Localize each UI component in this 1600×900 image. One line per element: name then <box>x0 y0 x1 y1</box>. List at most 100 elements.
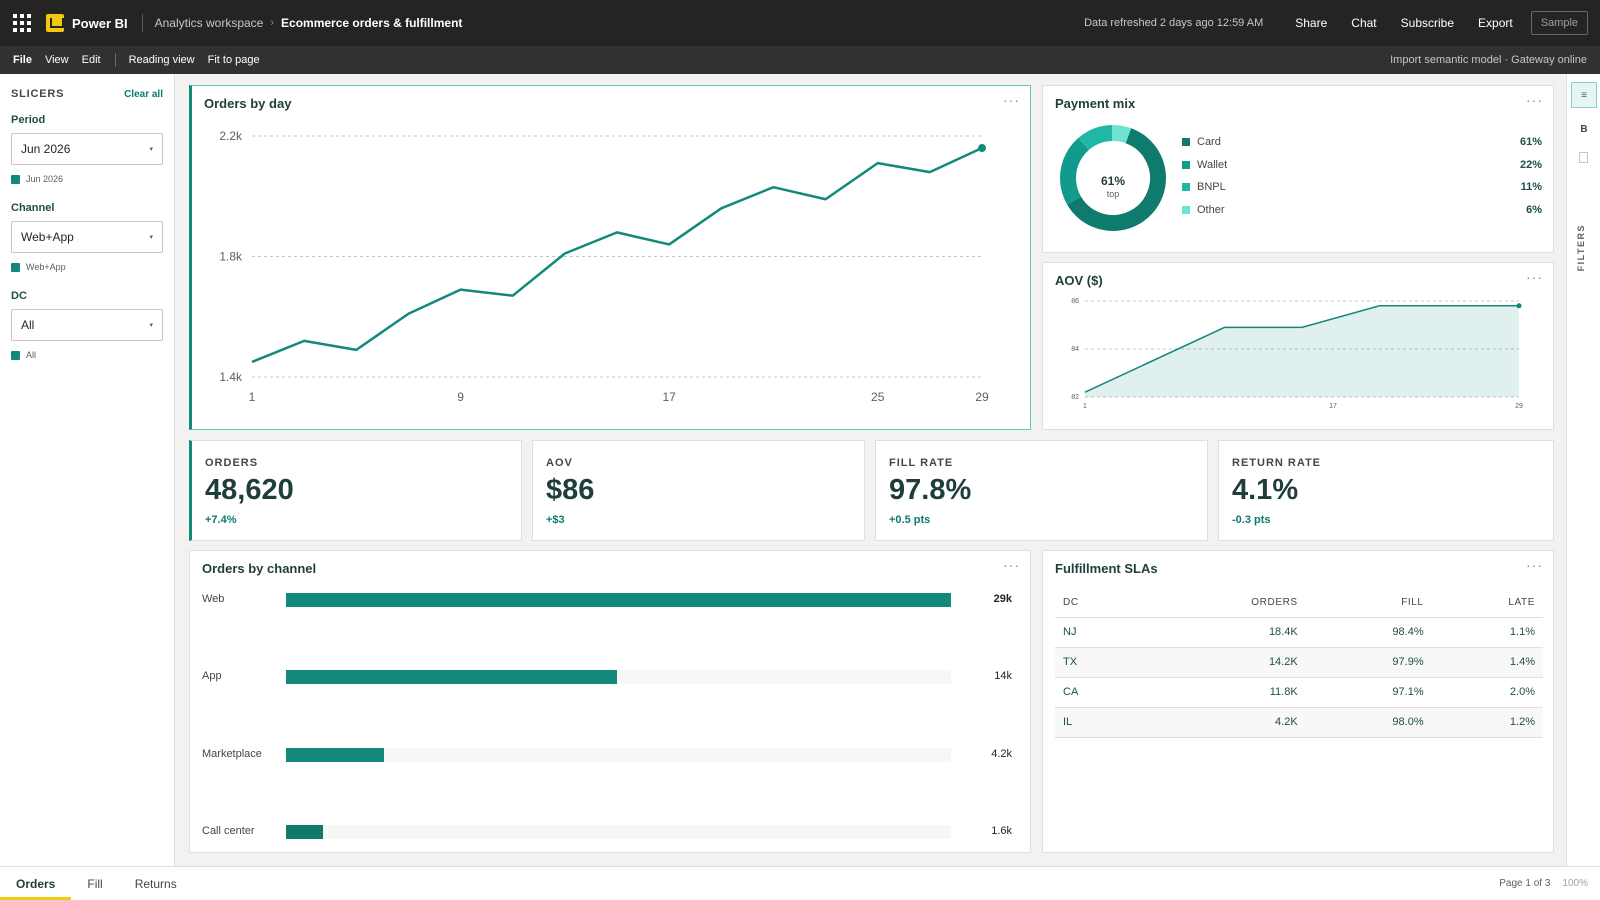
more-options-icon[interactable]: ··· <box>1003 557 1020 573</box>
export-button[interactable]: Export <box>1478 16 1513 30</box>
channel-bar-track <box>286 748 951 762</box>
table-row[interactable]: IL 4.2K 98.0% 1.2% <box>1055 707 1543 738</box>
kpi-value: $86 <box>546 474 595 506</box>
app-launcher-icon[interactable] <box>0 0 44 46</box>
dc-dropdown[interactable]: All ▾ <box>11 309 163 341</box>
legend-label: Card <box>1197 136 1221 148</box>
menu-reading-view[interactable]: Reading view <box>128 54 195 66</box>
legend-label: Other <box>1197 204 1225 216</box>
menu-fit-to-page[interactable]: Fit to page <box>207 54 260 66</box>
menu-file[interactable]: File <box>13 54 32 66</box>
tab-returns[interactable]: Returns <box>134 876 177 891</box>
dc-chip[interactable]: All <box>11 350 163 360</box>
channel-bar-row[interactable]: Marketplace 4.2k <box>202 748 1012 762</box>
menu-view[interactable]: View <box>44 54 69 66</box>
chat-button[interactable]: Chat <box>1351 16 1377 30</box>
tab-fill[interactable]: Fill <box>87 876 103 891</box>
table-cell: 11.8K <box>1130 677 1306 708</box>
channel-chip[interactable]: Web+App <box>11 262 163 272</box>
column-header[interactable]: ORDERS <box>1130 589 1306 618</box>
y-tick-label: 2.2k <box>219 129 243 143</box>
page-icon[interactable] <box>1579 152 1588 163</box>
kpi-card-aov[interactable]: AOV $86 +$3 <box>532 440 865 541</box>
table-cell: 97.1% <box>1305 677 1432 708</box>
column-header[interactable]: LATE <box>1431 589 1543 618</box>
kpi-card-return-rate[interactable]: RETURN RATE 4.1% -0.3 pts <box>1218 440 1554 541</box>
data-point[interactable] <box>978 144 986 153</box>
format-pane-icon[interactable]: ≡ <box>1571 82 1597 108</box>
subscribe-button[interactable]: Subscribe <box>1400 16 1455 30</box>
period-chip[interactable]: Jun 2026 <box>11 174 163 184</box>
channel-dropdown[interactable]: Web+App ▾ <box>11 221 163 253</box>
channel-bar <box>286 748 385 762</box>
kpi-card-orders[interactable]: ORDERS 48,620 +7.4% <box>189 440 522 541</box>
pie-slice[interactable] <box>1055 120 1170 235</box>
more-options-icon[interactable]: ··· <box>1526 269 1543 285</box>
share-button[interactable]: Share <box>1295 16 1328 30</box>
legend-swatch <box>1182 206 1190 214</box>
table-cell: 98.0% <box>1305 707 1432 738</box>
app-name[interactable]: Power BI <box>72 15 128 31</box>
more-options-icon[interactable]: ··· <box>1526 92 1543 108</box>
slicers-title: SLICERS <box>11 88 65 100</box>
pie-slice[interactable] <box>1055 120 1170 235</box>
slicer-label-period: Period <box>11 114 46 126</box>
bookmarks-icon[interactable]: B <box>1580 123 1588 135</box>
page-indicator: Page 1 of 3 <box>1499 878 1551 889</box>
sample-button[interactable]: Sample <box>1530 11 1588 35</box>
channel-bar-label: Marketplace <box>202 748 262 760</box>
tab-orders[interactable]: Orders <box>0 867 72 900</box>
column-header[interactable]: FILL <box>1305 589 1432 618</box>
aov-area-chart: 82 84 86 1 17 29 <box>1071 298 1523 410</box>
table-cell: 1.2% <box>1431 707 1543 738</box>
dc-chip-label: All <box>26 350 37 360</box>
legend-swatch <box>1182 161 1190 169</box>
channel-bar <box>286 593 951 607</box>
fulfillment-slas-card[interactable]: Fulfillment SLAs ··· DC ORDERS FILL LATE… <box>1042 550 1554 853</box>
legend-item[interactable]: Wallet 22% <box>1182 159 1542 171</box>
slicers-pane: SLICERS Clear all Period Jun 2026 ▾ Jun … <box>0 74 175 866</box>
donut-center-label: top <box>1106 189 1120 199</box>
column-header[interactable]: DC <box>1055 589 1131 618</box>
legend-item[interactable]: Other 6% <box>1182 204 1542 216</box>
legend-item[interactable]: BNPL 11% <box>1182 181 1542 193</box>
x-tick-label: 29 <box>1515 403 1523 410</box>
legend-swatch <box>1182 183 1190 191</box>
channel-bar-row[interactable]: App 14k <box>202 670 1012 684</box>
kpi-card-fill-rate[interactable]: FILL RATE 97.8% +0.5 pts <box>875 440 1208 541</box>
legend-value: 6% <box>1526 204 1542 216</box>
orders-by-channel-card[interactable]: Orders by channel ··· Web 29k App 14k Ma… <box>189 550 1031 853</box>
more-options-icon[interactable]: ··· <box>1526 557 1543 573</box>
more-options-icon[interactable]: ··· <box>1003 92 1020 108</box>
series-line <box>251 146 983 364</box>
kpi-label: RETURN RATE <box>1232 457 1322 469</box>
zoom-level[interactable]: 100% <box>1562 878 1588 889</box>
legend-item[interactable]: Card 61% <box>1182 136 1542 148</box>
data-point[interactable] <box>1516 303 1522 309</box>
channel-bar-row[interactable]: Call center 1.6k <box>202 825 1012 839</box>
period-chip-label: Jun 2026 <box>26 174 64 184</box>
table-row[interactable]: NJ 18.4K 98.4% 1.1% <box>1055 617 1543 648</box>
orders-by-day-card[interactable]: Orders by day ··· 1.4k 1.8k 2.2k 1 9 17 25 29 <box>189 85 1031 430</box>
aov-chart-card[interactable]: AOV ($) ··· 82 84 86 1 17 29 <box>1042 262 1554 430</box>
period-dropdown[interactable]: Jun 2026 ▾ <box>11 133 163 165</box>
x-tick-label: 17 <box>662 390 676 404</box>
payment-mix-card[interactable]: Payment mix ··· 61% top Card 61% Wallet … <box>1042 85 1554 253</box>
menu-edit[interactable]: Edit <box>81 54 101 66</box>
table-cell: 2.0% <box>1431 677 1543 708</box>
filters-pane-toggle[interactable]: FILTERS <box>1576 224 1586 272</box>
table-cell: 18.4K <box>1130 617 1306 648</box>
table-row[interactable]: CA 11.8K 97.1% 2.0% <box>1055 677 1543 708</box>
channel-bar-value: 14k <box>994 670 1012 682</box>
x-tick-label: 29 <box>975 390 989 404</box>
breadcrumb-workspace[interactable]: Analytics workspace <box>154 16 264 30</box>
table-row[interactable]: TX 14.2K 97.9% 1.4% <box>1055 647 1543 678</box>
channel-bar-row[interactable]: Web 29k <box>202 593 1012 607</box>
sla-table: DC ORDERS FILL LATE NJ 18.4K 98.4% 1.1% … <box>1055 589 1543 738</box>
dc-dropdown-value: All <box>21 318 35 332</box>
card-title: Orders by day <box>204 96 292 111</box>
card-title: Fulfillment SLAs <box>1055 561 1158 576</box>
legend-label: BNPL <box>1197 181 1226 193</box>
table-cell: 1.1% <box>1431 617 1543 648</box>
clear-all-button[interactable]: Clear all <box>124 88 163 100</box>
